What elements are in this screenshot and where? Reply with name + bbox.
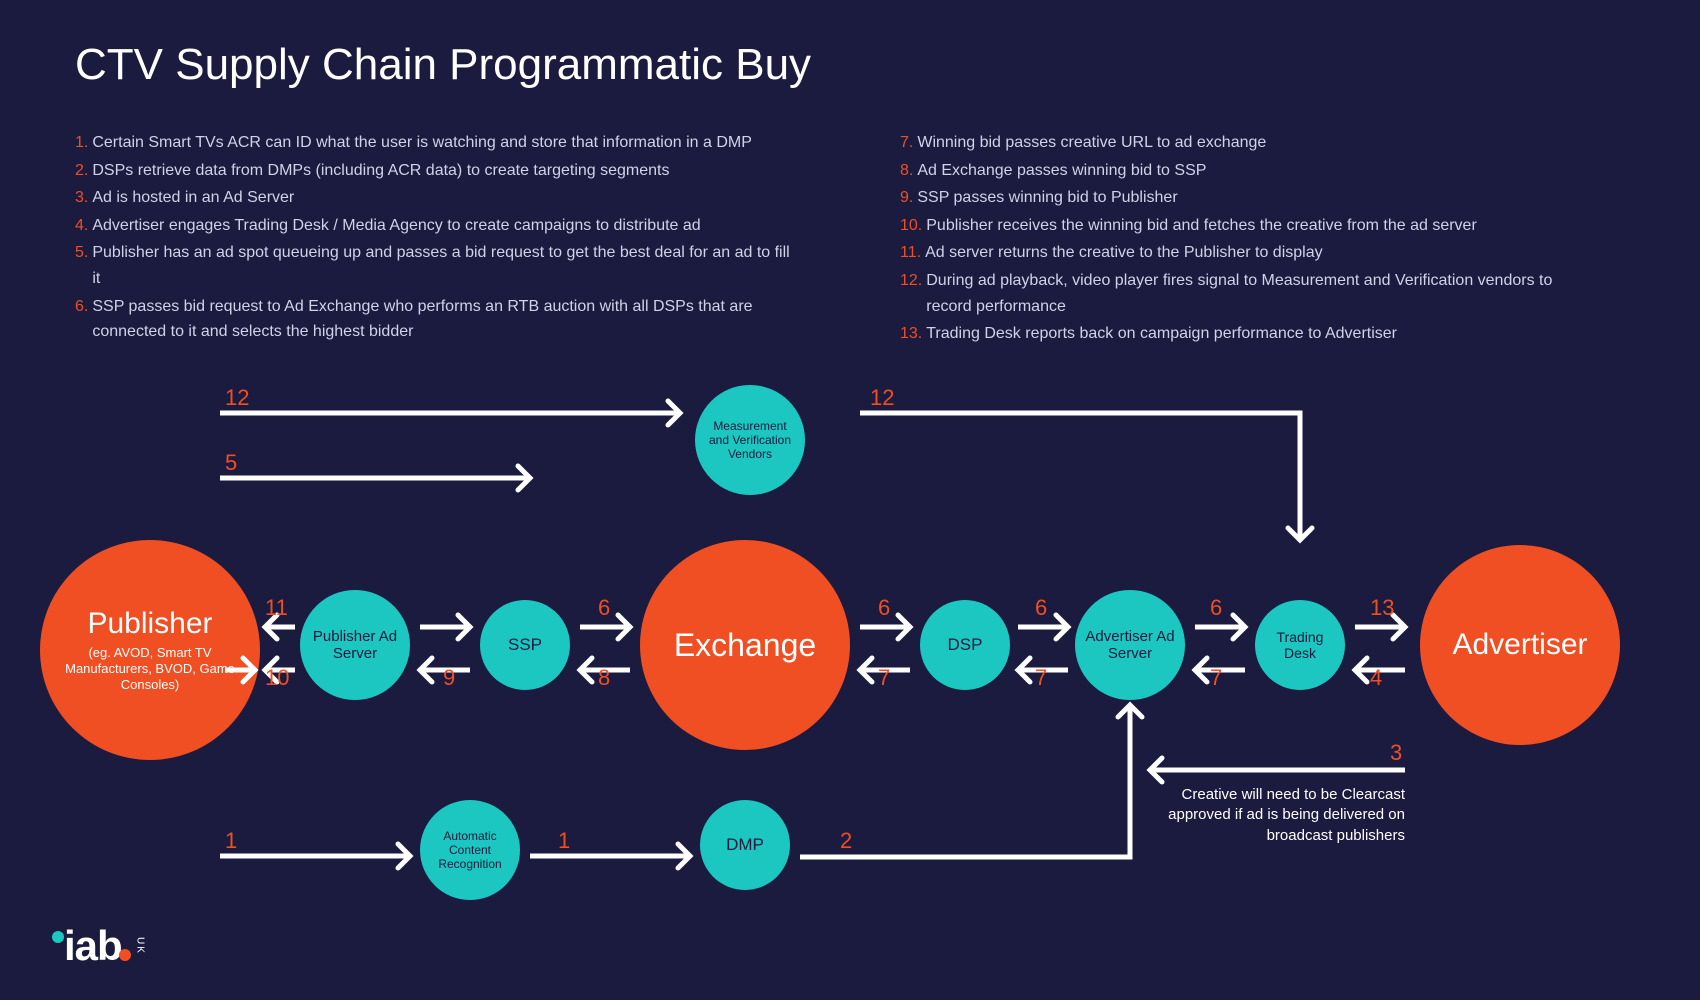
- edge-label: 4: [1370, 665, 1382, 691]
- node-acr-label: Automatic Content Recognition: [428, 829, 512, 871]
- node-publisher: Publisher (eg. AVOD, Smart TV Manufactur…: [40, 540, 260, 760]
- node-ssp: SSP: [480, 600, 570, 690]
- step-row: 10.Publisher receives the winning bid an…: [900, 213, 1600, 239]
- step-row: 7.Winning bid passes creative URL to ad …: [900, 130, 1600, 156]
- steps-column-left: 1.Certain Smart TVs ACR can ID what the …: [75, 130, 795, 347]
- step-number: 4.: [75, 213, 92, 239]
- iab-uk-logo: iab UK: [55, 922, 146, 970]
- edge-label: 7: [1035, 665, 1047, 691]
- step-text: SSP passes bid request to Ad Exchange wh…: [92, 294, 795, 345]
- edge-label: 12: [225, 385, 249, 411]
- step-number: 5.: [75, 240, 92, 291]
- node-advertiser: Advertiser: [1420, 545, 1620, 745]
- step-row: 2.DSPs retrieve data from DMPs (includin…: [75, 158, 795, 184]
- edge-label: 6: [1210, 595, 1222, 621]
- edge-label: 13: [1370, 595, 1394, 621]
- step-number: 13.: [900, 321, 926, 347]
- node-publisher-label: Publisher: [87, 607, 212, 641]
- node-dsp: DSP: [920, 600, 1010, 690]
- step-row: 11.Ad server returns the creative to the…: [900, 240, 1600, 266]
- step-text: Publisher receives the winning bid and f…: [926, 213, 1600, 239]
- step-row: 6.SSP passes bid request to Ad Exchange …: [75, 294, 795, 345]
- step-row: 5.Publisher has an ad spot queueing up a…: [75, 240, 795, 291]
- node-dmp: DMP: [700, 800, 790, 890]
- edge-label: 6: [598, 595, 610, 621]
- step-row: 4.Advertiser engages Trading Desk / Medi…: [75, 213, 795, 239]
- step-number: 7.: [900, 130, 917, 156]
- edge-label: 12: [870, 385, 894, 411]
- step-number: 1.: [75, 130, 92, 156]
- node-advertiser-ad-server-label: Advertiser Ad Server: [1083, 628, 1177, 662]
- edge-label: 8: [598, 665, 610, 691]
- step-row: 3.Ad is hosted in an Ad Server: [75, 185, 795, 211]
- edge-label: 7: [878, 665, 890, 691]
- step-number: 9.: [900, 185, 917, 211]
- step-number: 6.: [75, 294, 92, 345]
- step-text: Winning bid passes creative URL to ad ex…: [917, 130, 1600, 156]
- node-ssp-label: SSP: [508, 635, 542, 655]
- steps-column-right: 7.Winning bid passes creative URL to ad …: [900, 130, 1600, 349]
- step-row: 8.Ad Exchange passes winning bid to SSP: [900, 158, 1600, 184]
- step-row: 1.Certain Smart TVs ACR can ID what the …: [75, 130, 795, 156]
- edge-label: 10: [265, 665, 289, 691]
- node-publisher-sub: (eg. AVOD, Smart TV Manufacturers, BVOD,…: [48, 645, 252, 694]
- edge-label: 6: [878, 595, 890, 621]
- step-number: 3.: [75, 185, 92, 211]
- node-measurement-vendors: Measurement and Verification Vendors: [695, 385, 805, 495]
- step-text: Trading Desk reports back on campaign pe…: [926, 321, 1600, 347]
- node-advertiser-label: Advertiser: [1452, 628, 1587, 662]
- logo-dot-teal-icon: [52, 931, 64, 943]
- step-text: Ad is hosted in an Ad Server: [92, 185, 795, 211]
- logo-text: iab: [64, 922, 122, 970]
- node-acr: Automatic Content Recognition: [420, 800, 520, 900]
- step-row: 13.Trading Desk reports back on campaign…: [900, 321, 1600, 347]
- node-measurement-label: Measurement and Verification Vendors: [703, 419, 797, 461]
- step-number: 12.: [900, 268, 926, 319]
- node-advertiser-ad-server: Advertiser Ad Server: [1075, 590, 1185, 700]
- step-number: 2.: [75, 158, 92, 184]
- edge-label: 1: [225, 828, 237, 854]
- step-number: 10.: [900, 213, 926, 239]
- logo-dot-orange-icon: [119, 949, 131, 961]
- step-text: Advertiser engages Trading Desk / Media …: [92, 213, 795, 239]
- node-trading-desk-label: Trading Desk: [1263, 629, 1337, 661]
- node-dmp-label: DMP: [726, 835, 764, 855]
- edge-label: 11: [265, 595, 288, 621]
- step-text: SSP passes winning bid to Publisher: [917, 185, 1600, 211]
- page-title: CTV Supply Chain Programmatic Buy: [75, 40, 811, 90]
- step-row: 12.During ad playback, video player fire…: [900, 268, 1600, 319]
- step-text: Certain Smart TVs ACR can ID what the us…: [92, 130, 795, 156]
- step-number: 8.: [900, 158, 917, 184]
- node-publisher-ad-server-label: Publisher Ad Server: [308, 628, 402, 662]
- node-exchange: Exchange: [640, 540, 850, 750]
- step-row: 9.SSP passes winning bid to Publisher: [900, 185, 1600, 211]
- edge-label: 9: [443, 665, 455, 691]
- edge-label: 5: [225, 450, 237, 476]
- step-text: Ad Exchange passes winning bid to SSP: [917, 158, 1600, 184]
- node-publisher-ad-server: Publisher Ad Server: [300, 590, 410, 700]
- node-exchange-label: Exchange: [674, 627, 816, 664]
- logo-uk-text: UK: [135, 937, 146, 955]
- step-text: During ad playback, video player fires s…: [926, 268, 1600, 319]
- edge-label: 1: [558, 828, 570, 854]
- step-text: Ad server returns the creative to the Pu…: [925, 240, 1600, 266]
- footnote-clearcast: Creative will need to be Clearcast appro…: [1165, 785, 1405, 846]
- edge-label: 3: [1390, 740, 1402, 766]
- step-text: Publisher has an ad spot queueing up and…: [92, 240, 795, 291]
- step-text: DSPs retrieve data from DMPs (including …: [92, 158, 795, 184]
- node-trading-desk: Trading Desk: [1255, 600, 1345, 690]
- edge-label: 2: [840, 828, 852, 854]
- edge-label: 7: [1210, 665, 1222, 691]
- step-number: 11.: [900, 240, 925, 266]
- edge-label: 6: [1035, 595, 1047, 621]
- node-dsp-label: DSP: [948, 635, 983, 655]
